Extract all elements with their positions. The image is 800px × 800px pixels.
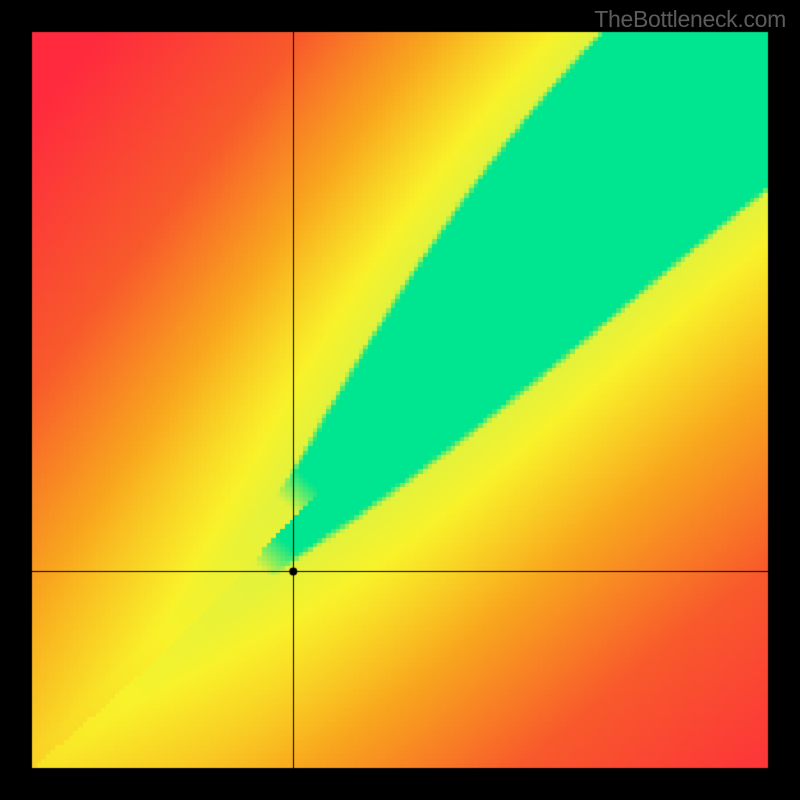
chart-container: TheBottleneck.com	[0, 0, 800, 800]
bottleneck-heatmap	[0, 0, 800, 800]
watermark-text: TheBottleneck.com	[594, 6, 786, 33]
